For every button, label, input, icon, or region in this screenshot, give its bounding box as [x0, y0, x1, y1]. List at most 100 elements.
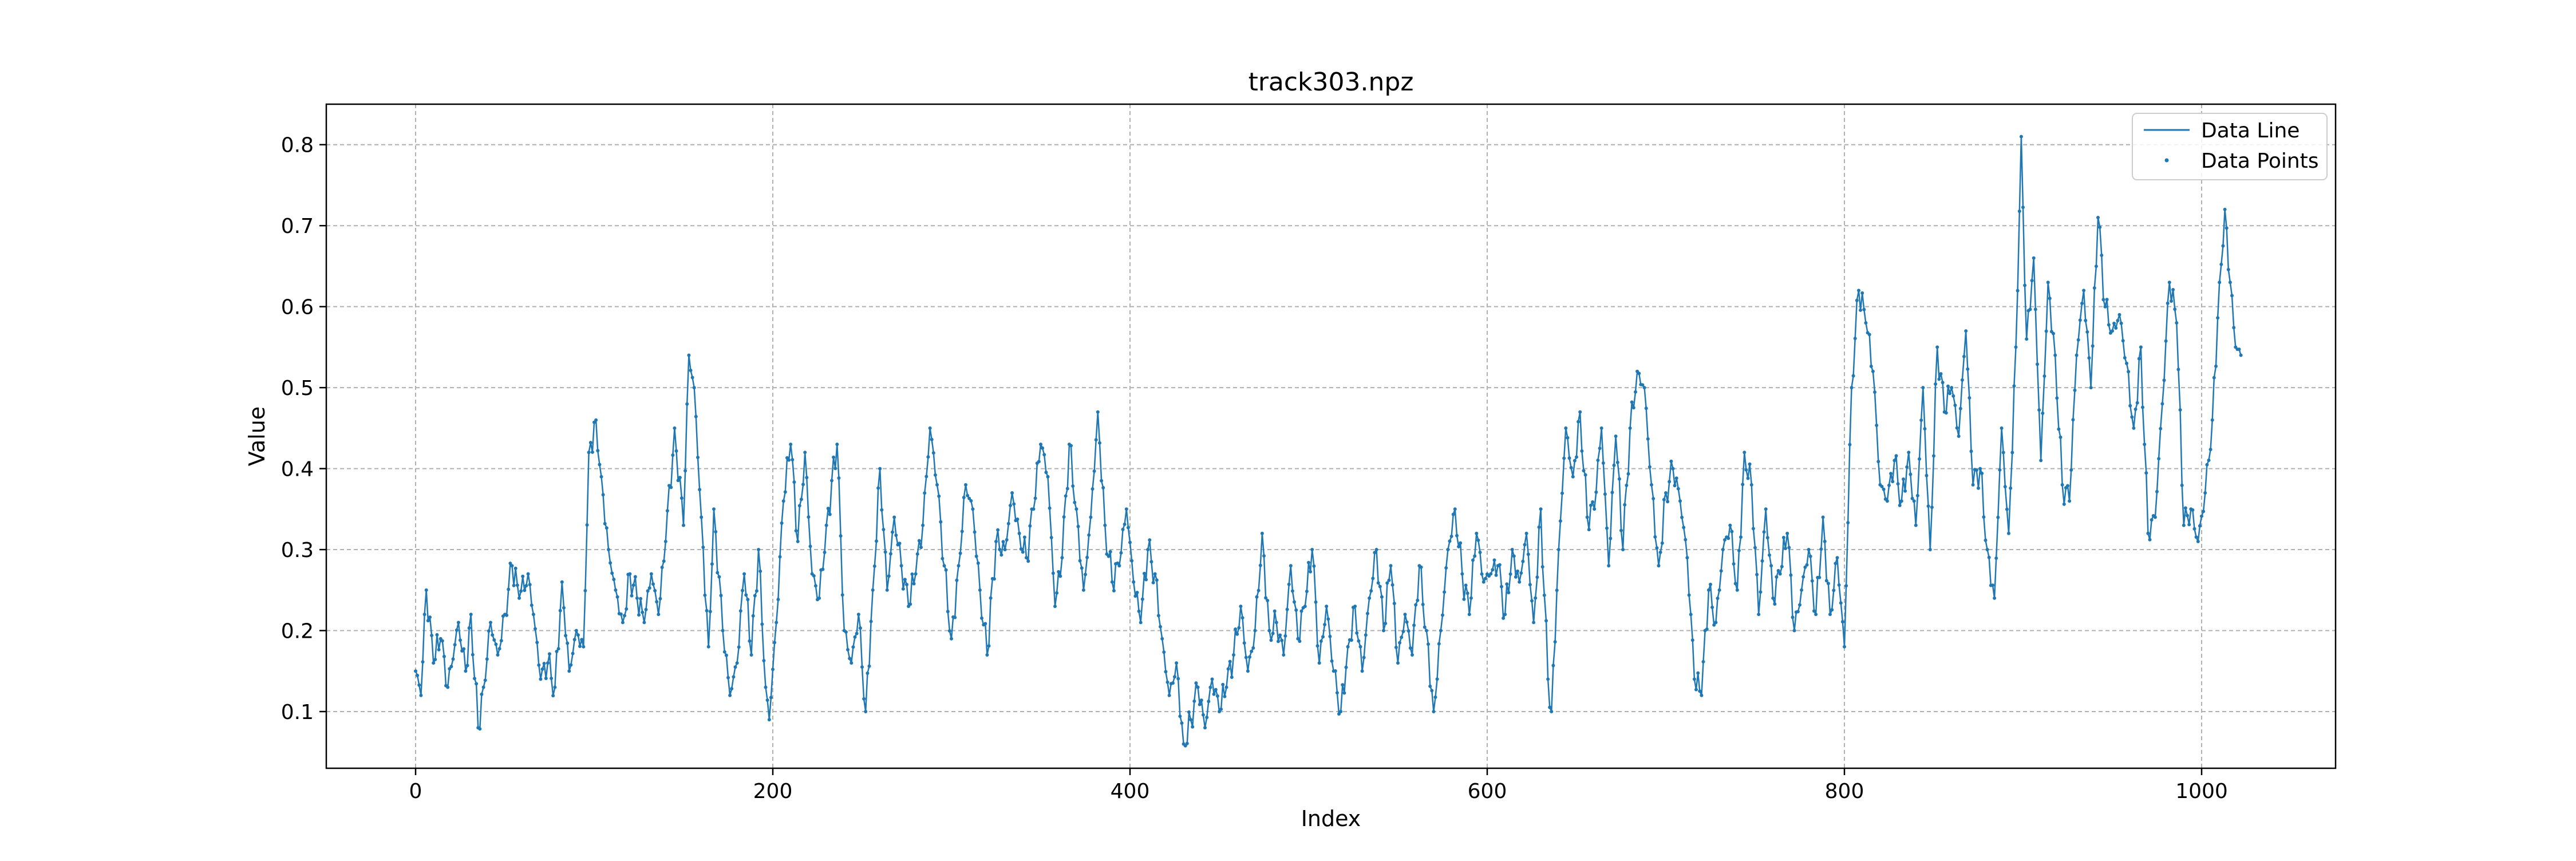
- data-point: [1009, 504, 1012, 507]
- data-point: [1951, 394, 1955, 398]
- data-point: [2039, 459, 2043, 463]
- data-point: [2068, 499, 2072, 503]
- data-point: [1567, 456, 1571, 460]
- data-point: [2087, 356, 2091, 360]
- data-point: [1950, 386, 1954, 390]
- data-point: [1057, 570, 1061, 574]
- data-point: [1759, 590, 1763, 594]
- data-point: [1237, 626, 1241, 630]
- data-point: [1599, 426, 1603, 430]
- data-point: [2216, 316, 2220, 320]
- data-point: [1303, 605, 1307, 609]
- data-point: [1903, 489, 1907, 493]
- data-point: [1558, 519, 1562, 523]
- data-point: [946, 610, 950, 614]
- data-point: [542, 662, 546, 665]
- data-point: [1748, 462, 1752, 466]
- data-point: [1257, 589, 1261, 593]
- data-point: [1296, 637, 1300, 641]
- data-point: [2196, 539, 2200, 543]
- data-point: [1982, 515, 1986, 519]
- data-point: [1289, 564, 1293, 568]
- data-point: [1330, 659, 1334, 663]
- data-point: [1376, 581, 1380, 585]
- data-point: [2053, 353, 2057, 357]
- data-point: [1805, 563, 1809, 567]
- data-point: [748, 639, 752, 643]
- data-point: [1710, 605, 1714, 609]
- data-point: [1668, 480, 1672, 484]
- data-point: [757, 548, 760, 551]
- data-point: [1921, 386, 1925, 390]
- data-point: [964, 483, 967, 487]
- data-point: [1619, 528, 1623, 532]
- data-point: [2032, 256, 2036, 260]
- data-point: [1876, 460, 1880, 464]
- data-point: [1214, 688, 1218, 692]
- data-point: [1700, 693, 1704, 697]
- data-point: [856, 613, 860, 617]
- data-point: [807, 515, 811, 519]
- data-point: [1939, 372, 1943, 376]
- data-point: [475, 682, 479, 686]
- data-point: [485, 657, 489, 661]
- data-point: [1226, 667, 1230, 671]
- data-point: [432, 661, 436, 665]
- data-point: [775, 621, 779, 625]
- data-point: [2237, 347, 2241, 351]
- data-point: [2078, 318, 2082, 322]
- data-point: [746, 598, 750, 602]
- data-point: [1385, 581, 1389, 585]
- data-point: [2033, 307, 2037, 311]
- data-point: [778, 555, 782, 559]
- data-point: [1387, 578, 1391, 582]
- data-point: [1516, 569, 1519, 573]
- data-point: [2146, 531, 2150, 535]
- data-point: [635, 596, 639, 600]
- data-point: [1741, 483, 1745, 487]
- data-point: [630, 594, 634, 598]
- data-point: [1787, 546, 1791, 550]
- data-point: [2160, 402, 2164, 406]
- data-point: [456, 621, 460, 625]
- data-point: [564, 634, 568, 638]
- y-tick-label: 0.7: [281, 215, 314, 238]
- data-point: [1180, 721, 1184, 725]
- data-point: [1502, 616, 1506, 620]
- data-point: [716, 571, 720, 575]
- data-point: [1684, 538, 1688, 542]
- data-point: [1185, 741, 1189, 745]
- data-point: [685, 402, 689, 406]
- data-point: [515, 583, 519, 587]
- data-point: [1212, 692, 1216, 696]
- data-point: [2012, 384, 2016, 388]
- data-point: [1165, 680, 1170, 684]
- data-point: [1610, 491, 1614, 495]
- data-point: [496, 653, 500, 657]
- data-point: [1550, 710, 1554, 713]
- data-point: [762, 659, 766, 662]
- data-point: [489, 621, 492, 625]
- data-point: [459, 638, 462, 642]
- data-point: [2178, 408, 2182, 412]
- data-point: [899, 564, 903, 568]
- data-point: [631, 583, 635, 587]
- data-point: [2048, 297, 2052, 301]
- data-point: [730, 687, 734, 690]
- data-point: [871, 588, 875, 592]
- data-point: [994, 539, 998, 543]
- data-point: [1335, 691, 1339, 695]
- data-point: [508, 562, 512, 565]
- data-point: [1800, 588, 1804, 592]
- data-point: [1923, 427, 1927, 430]
- data-point: [2009, 486, 2013, 490]
- data-point: [1689, 613, 1693, 617]
- data-point: [2117, 313, 2121, 317]
- data-point: [1051, 571, 1055, 575]
- data-point: [1503, 613, 1507, 617]
- data-point: [862, 697, 866, 701]
- data-point: [2203, 491, 2207, 495]
- data-point: [1953, 404, 1957, 407]
- data-point: [1373, 551, 1377, 555]
- data-point: [601, 493, 605, 497]
